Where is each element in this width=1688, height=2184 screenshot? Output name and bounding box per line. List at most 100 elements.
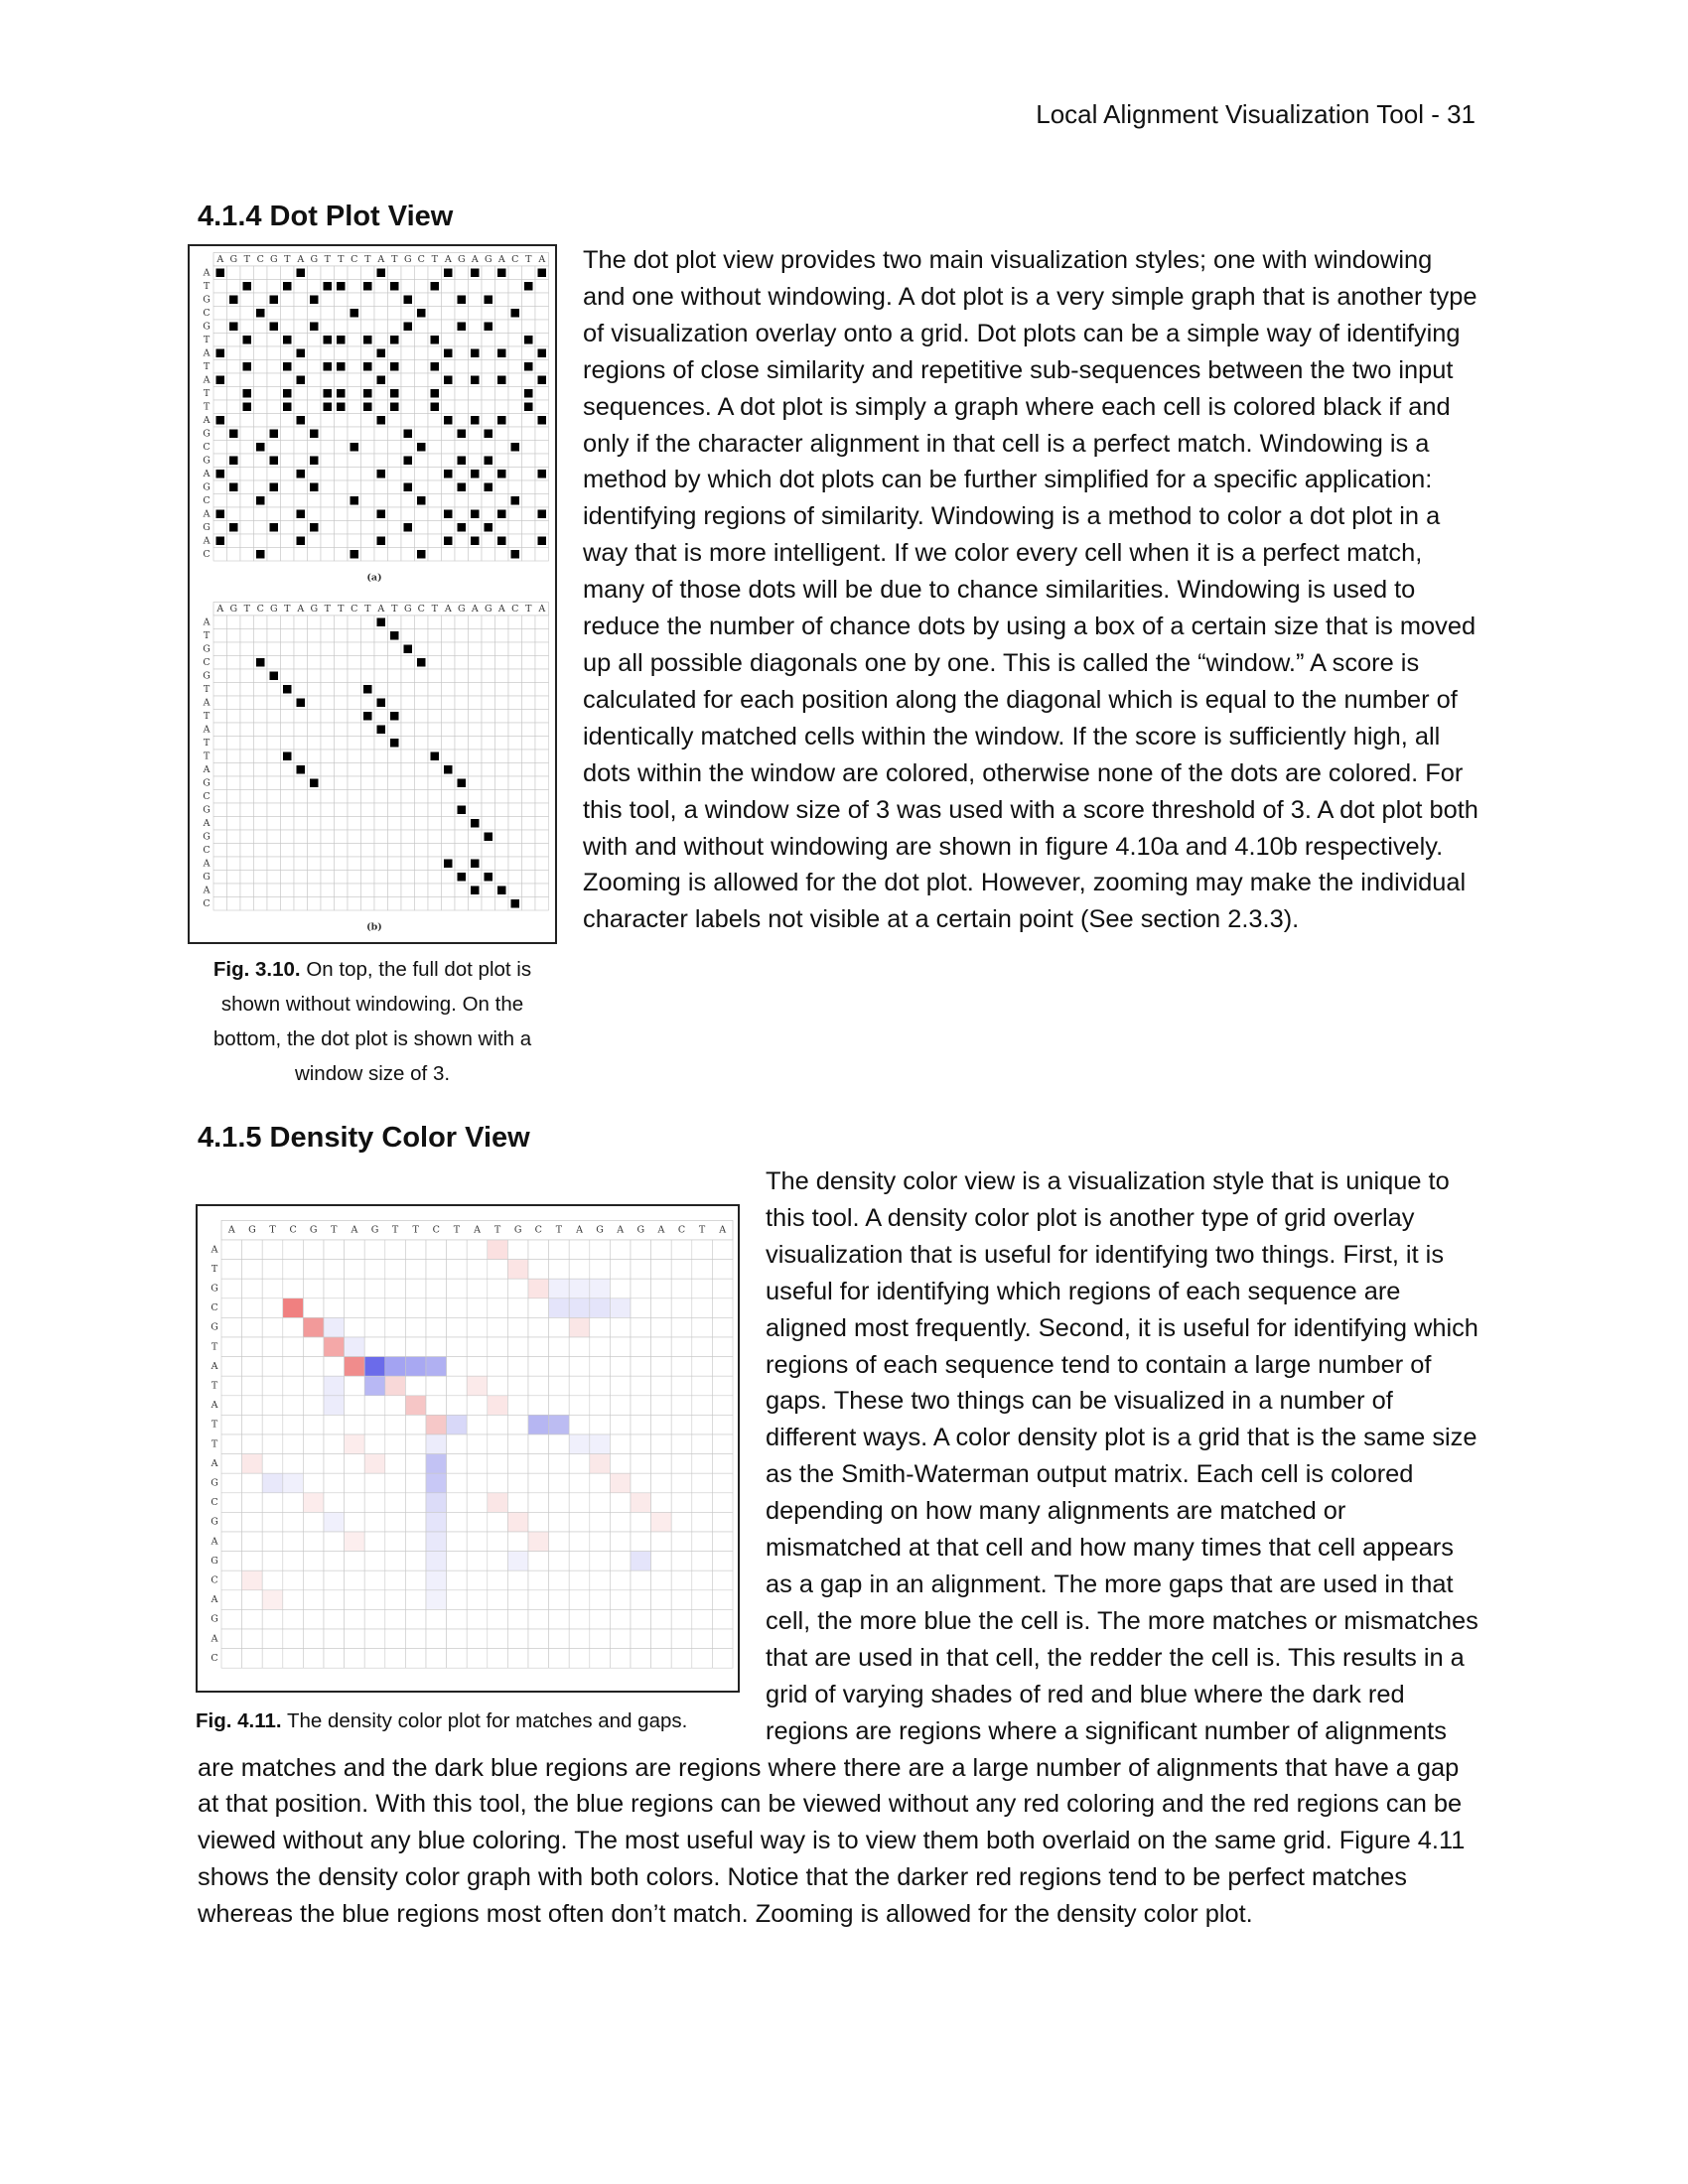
grid-cell: [610, 1336, 632, 1357]
grid-cell: [630, 1551, 651, 1571]
grid-cell: [568, 1414, 591, 1435]
dot: [484, 873, 492, 882]
grid-cell: [239, 762, 254, 777]
dot: [215, 268, 224, 277]
grid-cell: [630, 1492, 651, 1513]
grid-cell: [589, 1570, 611, 1590]
grid-cell: [414, 628, 429, 643]
row-label: T: [211, 1420, 218, 1431]
grid-cell: [303, 1316, 325, 1338]
grid-cell: [266, 265, 281, 280]
grid-cell: [427, 641, 442, 656]
grid-cell: [427, 896, 442, 911]
dot: [376, 725, 385, 734]
grid-cell: [425, 1414, 447, 1435]
grid-cell: [441, 426, 456, 441]
grid-cell: [425, 1648, 447, 1669]
grid-cell: [630, 1316, 651, 1338]
column-label: C: [511, 254, 518, 265]
dot: [296, 416, 305, 425]
grid-cell: [507, 775, 522, 790]
grid-cell: [282, 1531, 304, 1552]
grid-cell: [239, 614, 254, 629]
grid-cell: [414, 695, 429, 710]
grid-cell: [400, 279, 415, 294]
grid-cell: [691, 1628, 713, 1649]
grid-cell: [280, 413, 295, 428]
grid-cell: [239, 829, 254, 844]
grid-cell: [347, 467, 361, 481]
row-label: G: [211, 1614, 218, 1625]
grid-cell: [568, 1239, 591, 1260]
grid-cell: [384, 1628, 406, 1649]
grid-cell: [280, 372, 295, 387]
grid-cell: [280, 467, 295, 481]
grid-cell: [384, 1433, 406, 1454]
grid-cell: [220, 1375, 242, 1396]
grid-cell: [589, 1336, 611, 1357]
grid-cell: [384, 1375, 406, 1396]
grid-cell: [293, 292, 308, 307]
grid-cell: [212, 749, 227, 763]
grid-cell: [507, 749, 522, 763]
grid-cell: [282, 1316, 304, 1338]
grid-cell: [712, 1608, 734, 1630]
row-label: A: [203, 267, 211, 278]
grid-cell: [521, 345, 536, 360]
grid-cell: [347, 345, 361, 360]
grid-cell: [282, 1336, 304, 1357]
grid-cell: [226, 333, 241, 347]
grid-cell: [454, 736, 469, 751]
grid-cell: [610, 1395, 632, 1416]
grid-cell: [405, 1259, 427, 1280]
grid-cell: [568, 1433, 591, 1454]
grid-cell: [507, 1453, 529, 1474]
grid-cell: [282, 1433, 304, 1454]
row-label: T: [204, 684, 211, 695]
dot: [497, 348, 506, 357]
grid-cell: [280, 506, 295, 521]
grid-cell: [241, 1608, 263, 1630]
row-label: G: [203, 481, 211, 492]
grid-cell: [334, 345, 349, 360]
grid-cell: [446, 1531, 468, 1552]
grid-cell: [534, 426, 549, 441]
column-label: T: [413, 1225, 420, 1236]
grid-cell: [670, 1395, 693, 1416]
grid-cell: [468, 333, 483, 347]
grid-cell: [344, 1608, 365, 1630]
grid-cell: [344, 1375, 365, 1396]
grid-cell: [507, 372, 522, 387]
grid-cell: [568, 1278, 591, 1298]
grid-cell: [261, 1608, 284, 1630]
grid-cell: [384, 1356, 406, 1377]
column-label: A: [656, 1225, 664, 1236]
grid-cell: [253, 533, 268, 548]
grid-cell: [226, 843, 241, 858]
grid-cell: [307, 547, 322, 562]
grid-cell: [226, 856, 241, 871]
grid-cell: [347, 453, 361, 468]
grid-cell: [360, 722, 375, 737]
grid-cell: [323, 1608, 345, 1630]
grid-cell: [405, 1336, 427, 1357]
dot: [537, 268, 546, 277]
grid-cell: [303, 1414, 325, 1435]
grid-cell: [266, 749, 281, 763]
row-label: A: [203, 535, 211, 546]
grid-cell: [534, 628, 549, 643]
grid-cell: [261, 1356, 284, 1377]
grid-cell: [360, 668, 375, 683]
grid-cell: [494, 870, 509, 885]
grid-cell: [589, 1239, 611, 1260]
grid-cell: [427, 292, 442, 307]
grid-cell: [239, 843, 254, 858]
grid-cell: [494, 614, 509, 629]
grid-cell: [360, 547, 375, 562]
dot: [337, 362, 346, 371]
grid-cell: [239, 493, 254, 508]
grid-cell: [630, 1453, 651, 1474]
grid-cell: [405, 1316, 427, 1338]
grid-cell: [387, 682, 402, 697]
grid-cell: [280, 614, 295, 629]
